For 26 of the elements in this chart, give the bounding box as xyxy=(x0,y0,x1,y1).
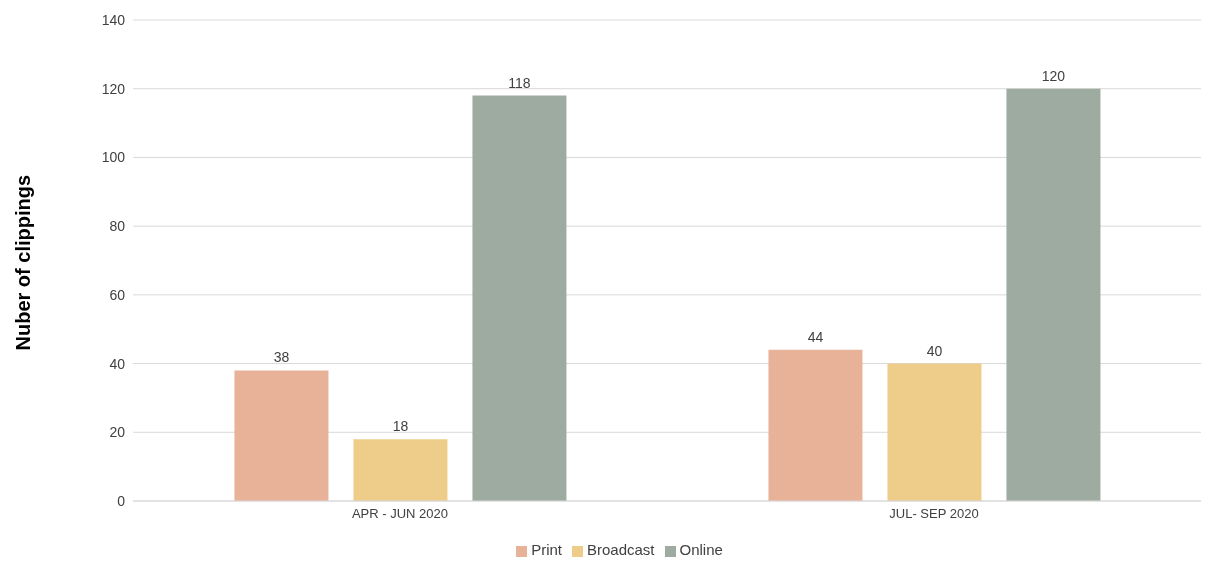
x-tick-label: APR - JUN 2020 xyxy=(351,506,449,522)
y-tick-label: 60 xyxy=(109,286,126,303)
data-label: 120 xyxy=(1041,67,1066,84)
y-tick-label: 100 xyxy=(101,149,126,166)
y-tick-label: 140 xyxy=(101,11,126,28)
bar xyxy=(1006,88,1101,501)
data-label: 44 xyxy=(807,328,824,345)
y-tick-label: 80 xyxy=(109,218,126,235)
legend-label: Print xyxy=(531,541,562,558)
bar xyxy=(768,349,863,501)
y-tick-label: 40 xyxy=(109,355,126,372)
data-label: 118 xyxy=(508,74,531,91)
y-axis-title: Nuber of clippings xyxy=(12,174,35,351)
x-tick-label: JUL- SEP 2020 xyxy=(889,506,979,522)
data-label: 40 xyxy=(926,342,943,359)
bar xyxy=(887,363,982,501)
bar xyxy=(472,95,567,501)
y-tick-label: 0 xyxy=(117,492,126,509)
data-label: 18 xyxy=(392,418,409,435)
legend-label: Online xyxy=(679,541,723,558)
bar xyxy=(353,439,448,501)
data-label: 38 xyxy=(273,349,290,366)
legend-label: Broadcast xyxy=(586,541,655,558)
y-tick-label: 120 xyxy=(101,80,126,97)
bar xyxy=(234,370,329,501)
y-tick-label: 20 xyxy=(109,424,126,441)
